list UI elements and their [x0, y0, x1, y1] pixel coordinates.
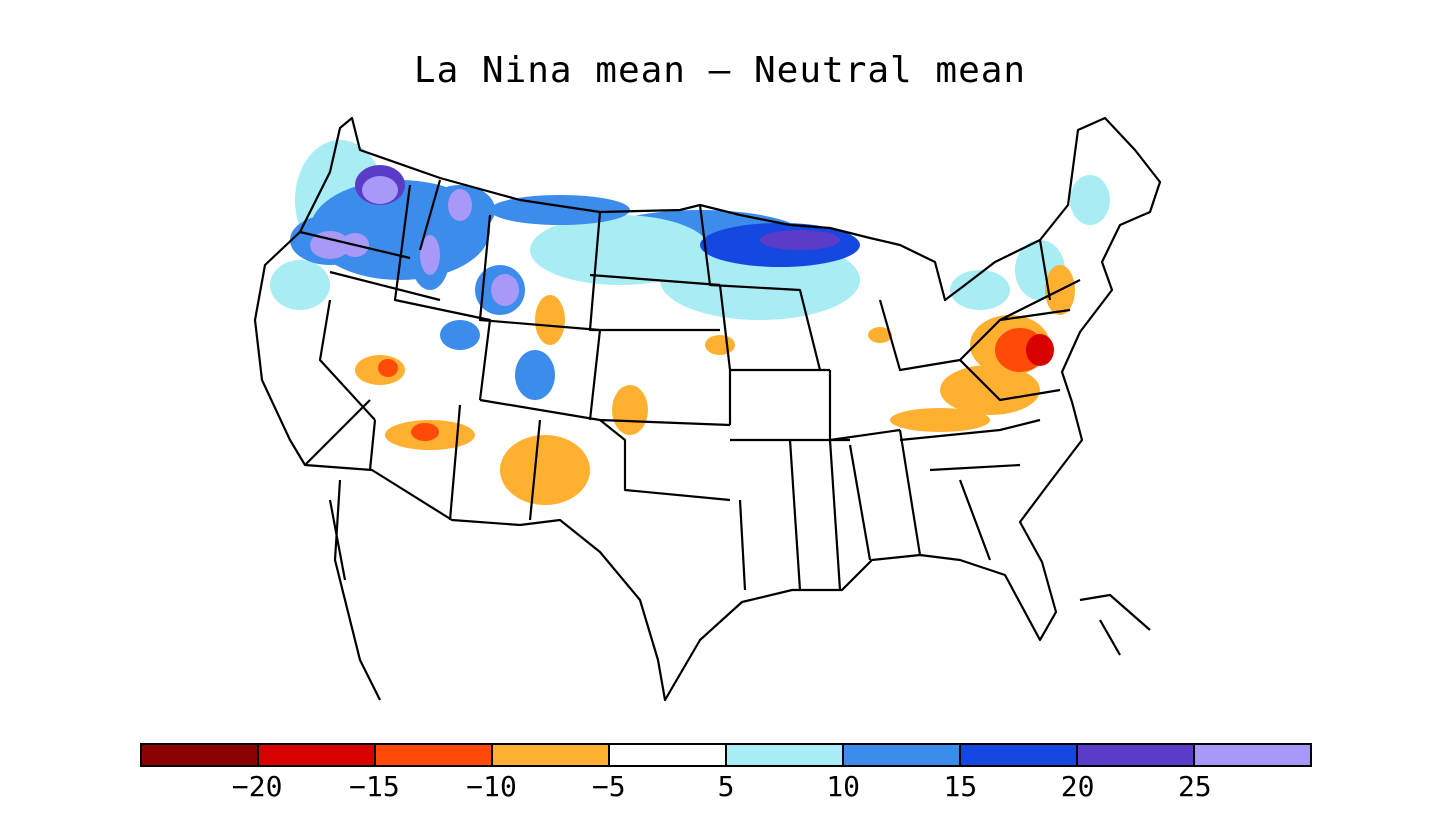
- anomaly-region: [448, 189, 472, 221]
- anomaly-region: [612, 385, 648, 435]
- anomaly-region: [440, 320, 480, 350]
- anomaly-region: [490, 195, 630, 225]
- colorbar-tick-label: 20: [1060, 770, 1095, 803]
- anomaly-region: [950, 270, 1010, 310]
- anomaly-region: [491, 274, 519, 306]
- map-title: La Nina mean – Neutral mean: [413, 50, 1027, 91]
- anomaly-region: [760, 230, 840, 250]
- anomaly-region: [362, 176, 398, 204]
- anomaly-region: [500, 435, 590, 505]
- anomaly-fields: [270, 140, 1110, 505]
- anomaly-region: [890, 408, 990, 432]
- colorbar: [140, 743, 1312, 767]
- anomaly-region: [868, 327, 892, 343]
- colorbar-tick-label: −5: [591, 770, 626, 803]
- boundaries: [253, 116, 1162, 702]
- colorbar-segment: [142, 745, 259, 765]
- colorbar-tick-label: −10: [466, 770, 517, 803]
- colorbar-segment: [610, 745, 727, 765]
- colorbar-tick-label: 5: [717, 770, 735, 803]
- anomaly-region: [310, 231, 350, 259]
- country-outline: [253, 116, 1162, 702]
- colorbar-tick-label: 10: [826, 770, 861, 803]
- colorbar-tick-label: 25: [1177, 770, 1212, 803]
- anomaly-region: [378, 359, 398, 377]
- colorbar-segment: [1078, 745, 1195, 765]
- colorbar-segment: [961, 745, 1078, 765]
- colorbar-tick-label: 15: [943, 770, 978, 803]
- state-lines: [299, 179, 1081, 591]
- coast-details: [328, 479, 1151, 701]
- anomaly-region: [411, 423, 439, 441]
- anomaly-region: [270, 260, 330, 310]
- anomaly-region: [420, 235, 440, 275]
- colorbar-segment: [259, 745, 376, 765]
- colorbar-segment: [493, 745, 610, 765]
- colorbar-segment: [844, 745, 961, 765]
- anomaly-region: [535, 295, 565, 345]
- colorbar-tick-label: −20: [231, 770, 283, 803]
- us-anomaly-map: [253, 116, 1162, 702]
- anomaly-region: [1070, 175, 1110, 225]
- anomaly-region: [1026, 334, 1054, 366]
- anomaly-region: [705, 335, 735, 355]
- colorbar-segment: [727, 745, 844, 765]
- anomaly-region: [530, 215, 710, 285]
- anomaly-region: [515, 350, 555, 400]
- colorbar-segment: [376, 745, 493, 765]
- colorbar-segment: [1195, 745, 1310, 765]
- colorbar-tick-label: −15: [349, 770, 400, 803]
